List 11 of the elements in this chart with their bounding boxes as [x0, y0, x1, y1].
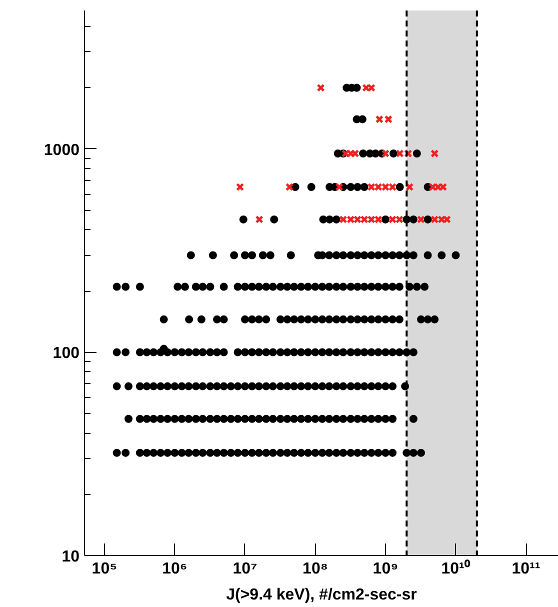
- y-tick-label: 10: [62, 548, 80, 566]
- x-tick-label: 10⁹: [372, 560, 398, 578]
- x-tick-label: 10⁷: [232, 560, 258, 578]
- x-tick-label: 10⁵: [92, 560, 118, 578]
- x-tick-label: 10¹⁰: [441, 560, 470, 578]
- x-axis-title: J(>9.4 keV), #/cm2-sec-sr: [226, 586, 417, 604]
- y-tick-label: 1000: [44, 142, 80, 159]
- x-tick-label: 10⁶: [162, 560, 188, 578]
- x-tick-label: 10⁸: [302, 560, 328, 578]
- y-tick-label: 100: [52, 345, 80, 362]
- x-tick-label: 10¹¹: [512, 560, 540, 578]
